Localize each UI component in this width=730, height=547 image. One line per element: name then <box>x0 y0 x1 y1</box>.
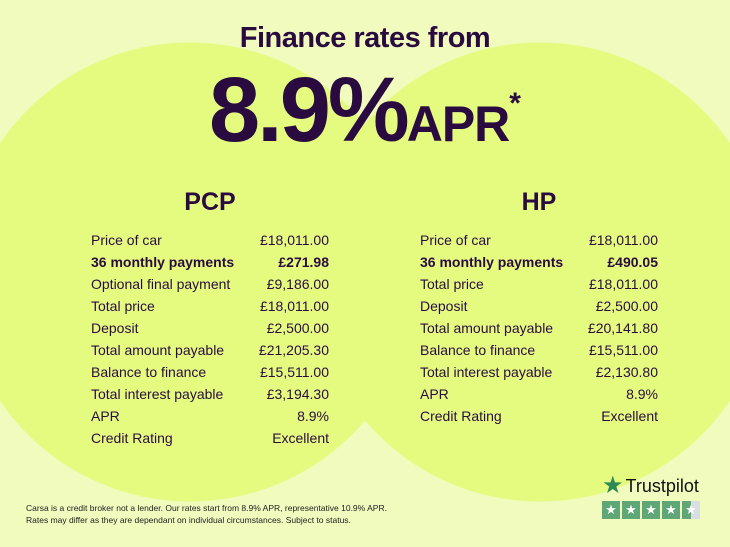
row-value: £18,011.00 <box>588 232 658 248</box>
disclaimer-line: Carsa is a credit broker not a lender. O… <box>26 503 387 513</box>
row-value: Excellent <box>601 408 658 424</box>
trustpilot-rating: ★ ★ ★ ★ ★ <box>602 501 706 519</box>
row-value: £9,186.00 <box>266 276 329 292</box>
row-label: Credit Rating <box>420 408 502 424</box>
row-value: £21,205.30 <box>258 342 329 358</box>
star-icon: ★ <box>662 501 680 519</box>
row-value: £2,130.80 <box>595 364 658 380</box>
row-label: APR <box>91 408 120 424</box>
row-label: Balance to finance <box>91 364 207 380</box>
row-value: £20,141.80 <box>587 320 658 336</box>
table-row: Deposit £2,500.00 <box>91 317 329 339</box>
row-label: Total interest payable <box>91 386 224 402</box>
row-value: £2,500.00 <box>266 320 329 336</box>
disclaimer: Carsa is a credit broker not a lender. O… <box>26 502 426 526</box>
table-row: Total price £18,011.00 <box>420 273 658 295</box>
table-row: Price of car £18,011.00 <box>91 229 329 251</box>
row-label: Total price <box>91 298 155 314</box>
row-value: £271.98 <box>278 254 329 270</box>
star-icon: ★ <box>622 501 640 519</box>
table-row: Deposit £2,500.00 <box>420 295 658 317</box>
table-row: APR 8.9% <box>91 405 329 427</box>
table-row: Total price £18,011.00 <box>91 295 329 317</box>
table-row: 36 monthly payments £490.05 <box>420 251 658 273</box>
row-value: 8.9% <box>297 408 329 424</box>
row-label: Total amount payable <box>420 320 554 336</box>
table-row: Total interest payable £2,130.80 <box>420 361 658 383</box>
row-label: Price of car <box>91 232 162 248</box>
star-icon: ★ <box>682 501 700 519</box>
row-label: Deposit <box>420 298 468 314</box>
row-value: £15,511.00 <box>588 342 658 358</box>
trustpilot-name: Trustpilot <box>625 475 699 496</box>
table-row: Total amount payable £21,205.30 <box>91 339 329 361</box>
rate-headline: 8.9%APR* <box>0 58 730 163</box>
row-value: £490.05 <box>607 254 658 270</box>
row-value: 8.9% <box>626 386 658 402</box>
rate-value: 8.9% <box>209 59 410 161</box>
row-label: Price of car <box>420 232 491 248</box>
hp-title: HP <box>521 188 557 216</box>
row-label: Optional final payment <box>91 276 231 292</box>
row-label: Total interest payable <box>420 364 553 380</box>
row-label: Credit Rating <box>91 430 173 446</box>
table-row: Credit Rating Excellent <box>91 427 329 449</box>
table-row: Total amount payable £20,141.80 <box>420 317 658 339</box>
star-icon: ★ <box>602 472 624 499</box>
table-row: Total interest payable £3,194.30 <box>91 383 329 405</box>
table-row: Credit Rating Excellent <box>420 405 658 427</box>
row-value: £3,194.30 <box>266 386 329 402</box>
row-value: £15,511.00 <box>259 364 329 380</box>
row-label: APR <box>420 386 449 402</box>
row-label: Balance to finance <box>420 342 536 358</box>
table-row: Optional final payment £9,186.00 <box>91 273 329 295</box>
hp-table: HP Price of car £18,011.00 36 monthly payme… <box>420 188 658 427</box>
row-value: £18,011.00 <box>588 276 658 292</box>
table-row: Balance to finance £15,511.00 <box>420 339 658 361</box>
row-value: Excellent <box>272 430 329 446</box>
row-label: Total price <box>420 276 484 292</box>
row-label: 36 monthly payments <box>420 254 564 270</box>
table-row: Balance to finance £15,511.00 <box>91 361 329 383</box>
pcp-table: PCP Price of car £18,011.00 36 monthly paym… <box>91 188 329 449</box>
star-icon: ★ <box>602 501 620 519</box>
row-value: £18,011.00 <box>259 232 329 248</box>
row-label: Total amount payable <box>91 342 225 358</box>
trustpilot-badge[interactable]: ★ Trustpilot ★ ★ ★ ★ ★ <box>602 474 706 519</box>
table-row: Price of car £18,011.00 <box>420 229 658 251</box>
rate-suffix: APR <box>406 96 511 152</box>
row-value: £2,500.00 <box>595 298 658 314</box>
asterisk: * <box>509 87 521 120</box>
row-label: Deposit <box>91 320 139 336</box>
pcp-title: PCP <box>184 188 236 216</box>
headline: Finance rates from <box>239 22 491 54</box>
row-label: 36 monthly payments <box>91 254 235 270</box>
table-row: APR 8.9% <box>420 383 658 405</box>
star-icon: ★ <box>642 501 660 519</box>
row-value: £18,011.00 <box>259 298 329 314</box>
table-row: 36 monthly payments £271.98 <box>91 251 329 273</box>
disclaimer-line: Rates may differ as they are dependant o… <box>26 515 351 525</box>
